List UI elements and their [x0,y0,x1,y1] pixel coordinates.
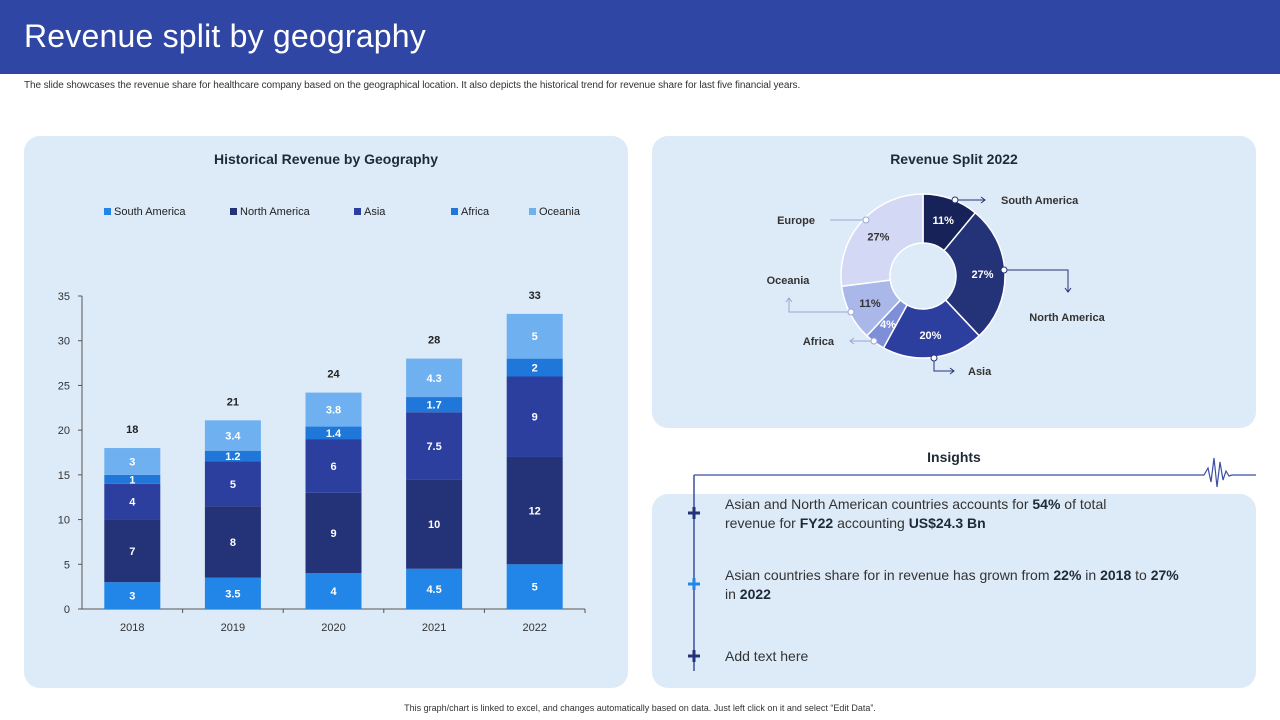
insight-text-part: of total revenue for [725,496,1107,531]
insight-text-part: US$24.3 Bn [908,515,986,531]
insight-text-part: Asian and North American countries accou… [725,496,1033,512]
insight-text-part: to [1131,567,1151,583]
insight-text-part: Add text here [725,648,809,664]
insight-text-part: 27% [1150,567,1179,583]
bar-chart-panel: Historical Revenue by Geography South Am… [24,136,628,688]
legend-label: Africa [461,206,490,218]
legend-item-north-america: North America [230,206,310,218]
slide-title: Revenue split by geography [24,18,426,54]
donut-chart-title: Revenue Split 2022 [890,151,1018,167]
legend-item-africa: Africa [451,206,489,218]
bar-chart-legend: South America North America Asia Africa Ocea… [104,206,584,222]
donut-chart-panel: Revenue Split 2022 [652,136,1256,428]
slide-header: Revenue split by geography [0,0,1280,74]
legend-item-oceania: Oceania [529,206,580,218]
legend-swatch [230,208,237,215]
insights-panel [652,494,1256,688]
insight-text-part: accounting [833,515,909,531]
legend-item-asia: Asia [354,206,385,218]
insight-text-part: 54% [1032,496,1061,512]
legend-label: South America [114,206,186,218]
insight-text-part: Asian countries share for in revenue has… [725,567,1054,583]
insight-item-2: Asian countries share for in revenue has… [725,566,1185,604]
legend-item-south-america: South America [104,206,186,218]
insights-title: Insights [927,449,981,465]
footnote: This graph/chart is linked to excel, and… [404,703,876,713]
insight-text-part: 22% [1053,567,1082,583]
legend-swatch [354,208,361,215]
legend-label: Oceania [539,206,580,218]
legend-swatch [451,208,458,215]
insight-text-part: 2022 [739,586,771,602]
insight-item-3: Add text here [725,647,1125,666]
bar-chart-title: Historical Revenue by Geography [213,151,439,167]
insight-text-part: in [1081,567,1101,583]
legend-swatch [529,208,536,215]
insight-text-part: FY22 [799,515,834,531]
insight-text-part: 2018 [1100,567,1132,583]
insight-text-part: in [725,586,740,602]
legend-swatch [104,208,111,215]
slide-subtitle: The slide showcases the revenue share fo… [24,80,801,91]
legend-label: North America [240,206,310,218]
legend-label: Asia [364,206,386,218]
insight-item-1: Asian and North American countries accou… [725,495,1155,533]
